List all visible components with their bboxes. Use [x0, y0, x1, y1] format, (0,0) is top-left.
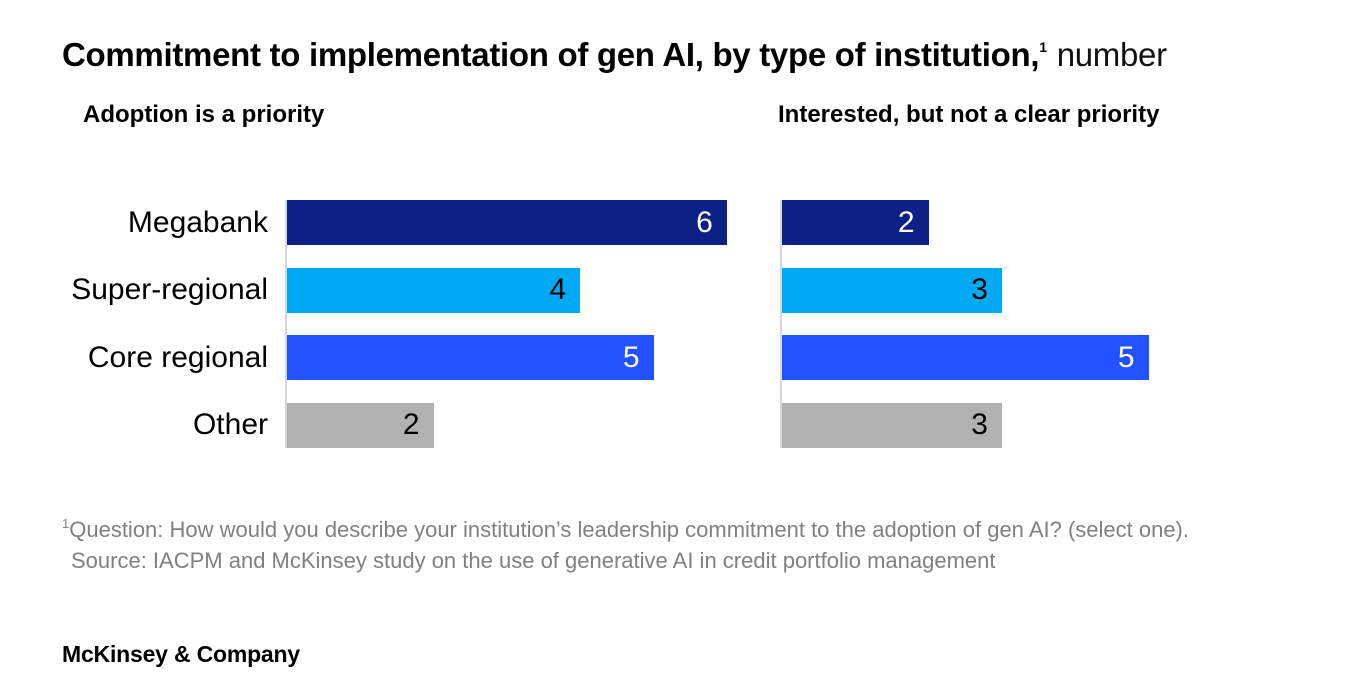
category-label-megabank: Megabank [127, 205, 268, 239]
chart-unit-label: number [1056, 36, 1167, 74]
panel-heading-left: Adoption is a priority [83, 101, 325, 128]
bar-megabank: 6 [287, 200, 727, 245]
bar-value-label: 6 [696, 205, 713, 239]
bar-panel-interested-not-priority: 2 3 5 3 [780, 200, 1149, 448]
bar-megabank: 2 [782, 200, 929, 245]
bar-other: 3 [782, 402, 1002, 448]
panel-heading-right: Interested, but not a clear priority [778, 101, 1160, 128]
bar-core-regional: 5 [782, 335, 1149, 380]
category-labels-column: Megabank Super-regional Core regional Other [0, 200, 268, 470]
footnote-line-2: Source: IACPM and McKinsey study on the … [62, 545, 1189, 576]
bar-value-label: 3 [971, 408, 988, 441]
bar-other: 2 [287, 402, 434, 448]
bar-panel-adoption-priority: 6 4 5 2 [285, 200, 727, 448]
bar-value-label: 5 [1117, 340, 1135, 374]
category-label-other: Other [192, 408, 268, 441]
mckinsey-company-logo: McKinsey & Company [62, 641, 300, 667]
bar-super-regional: 3 [782, 267, 1002, 313]
footnote-source-text: Source: IACPM and McKinsey study on the … [71, 548, 996, 573]
title-footnote-marker-icon: 1 [1039, 39, 1047, 56]
bar-value-label: 3 [971, 273, 988, 306]
bar-value-label: 4 [549, 273, 567, 306]
bar-value-label: 2 [402, 408, 420, 441]
chart-title-text: Commitment to implementation of gen AI, … [62, 36, 1040, 74]
bar-core-regional: 5 [287, 335, 654, 380]
bar-value-label: 5 [622, 340, 640, 374]
category-label-super-regional: Super-regional [71, 273, 268, 306]
category-label-core-regional: Core regional [87, 340, 268, 374]
bar-value-label: 2 [897, 205, 915, 239]
bar-super-regional: 4 [287, 267, 581, 313]
chart-title: Commitment to implementation of gen AI, … [62, 36, 1167, 74]
footnote-marker-icon: 1 [62, 516, 70, 531]
footnote: 1Question: How would you describe your i… [62, 508, 1189, 576]
footnote-line-1: 1Question: How would you describe your i… [62, 508, 1189, 545]
footnote-question-text: Question: How would you describe your in… [69, 517, 1189, 542]
